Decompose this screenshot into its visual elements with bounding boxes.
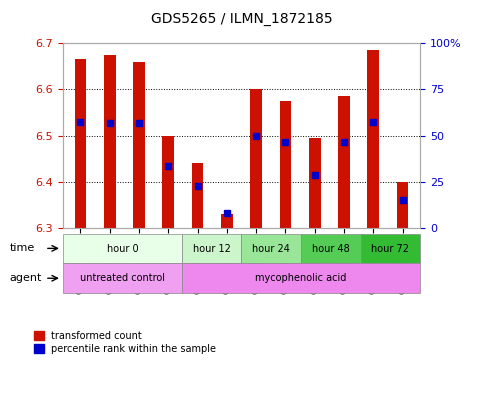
Bar [221,214,233,228]
Bar [250,90,262,228]
Text: untreated control: untreated control [80,273,165,283]
Bar [397,182,409,228]
Bar [192,163,203,228]
Text: GDS5265 / ILMN_1872185: GDS5265 / ILMN_1872185 [151,12,332,26]
Bar [280,101,291,228]
Bar [133,62,145,228]
Text: agent: agent [10,273,42,283]
FancyBboxPatch shape [63,234,182,263]
Text: hour 12: hour 12 [193,244,231,253]
Bar [162,136,174,228]
Bar [368,50,379,228]
Text: hour 24: hour 24 [252,244,290,253]
Bar [309,138,321,228]
FancyBboxPatch shape [361,234,420,263]
Text: time: time [10,243,35,253]
Bar [74,59,86,228]
FancyBboxPatch shape [182,263,420,293]
Text: hour 48: hour 48 [312,244,350,253]
Text: hour 0: hour 0 [107,244,138,253]
Bar [338,96,350,228]
FancyBboxPatch shape [301,234,361,263]
FancyBboxPatch shape [242,234,301,263]
Text: hour 72: hour 72 [371,244,410,253]
FancyBboxPatch shape [182,234,242,263]
Bar [104,55,115,228]
Legend: transformed count, percentile rank within the sample: transformed count, percentile rank withi… [34,331,216,354]
FancyBboxPatch shape [63,263,182,293]
Text: mycophenolic acid: mycophenolic acid [256,273,347,283]
